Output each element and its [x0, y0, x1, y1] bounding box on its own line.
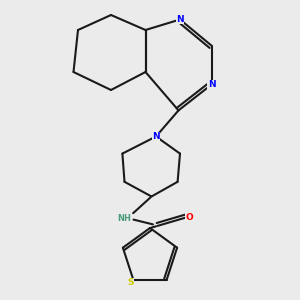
Text: N: N [208, 80, 215, 89]
Text: N: N [152, 132, 160, 141]
Text: NH: NH [118, 214, 131, 223]
Text: O: O [186, 213, 194, 222]
Text: N: N [176, 15, 184, 24]
Text: S: S [127, 278, 134, 287]
